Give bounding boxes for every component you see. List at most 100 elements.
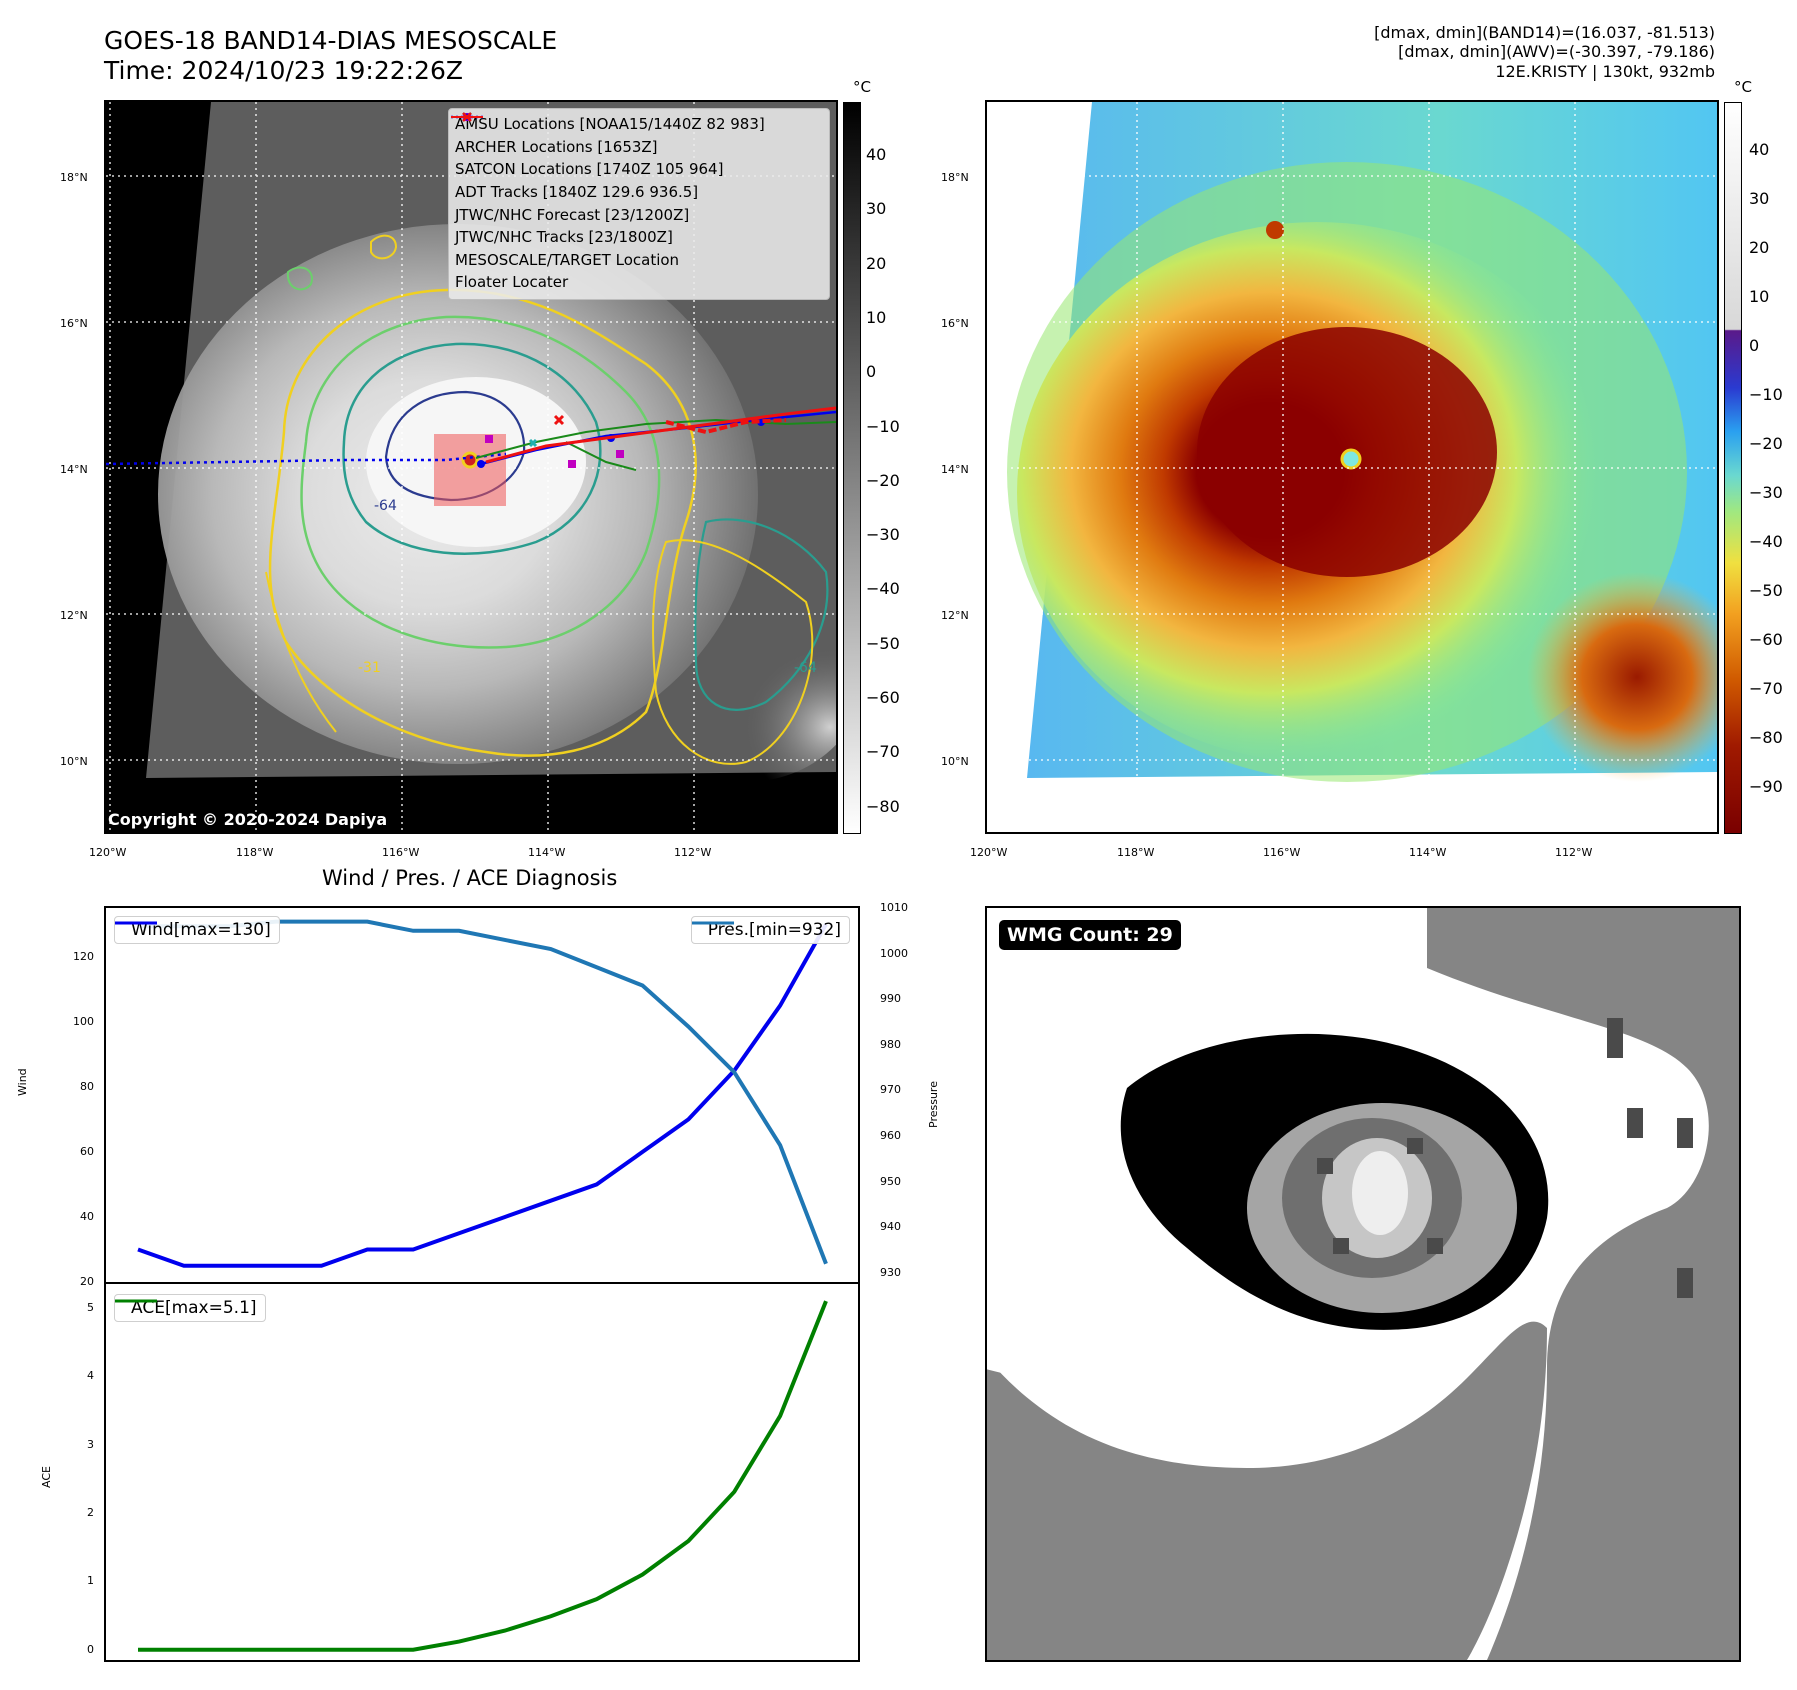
contour-yellow-arc xyxy=(265,571,337,733)
lat-label: 18°N xyxy=(60,171,88,184)
colorbar-tick-label: 0 xyxy=(1749,336,1760,355)
colorbar-tick-label: 20 xyxy=(866,253,887,273)
lat-label: 10°N xyxy=(941,755,969,768)
wind-tick-label: 20 xyxy=(80,1275,94,1288)
contour-label: -31 xyxy=(358,660,381,676)
colorbar-tick-label: −30 xyxy=(1749,483,1783,502)
gray-band-bottom xyxy=(987,1321,1547,1660)
ace-tick-label: 3 xyxy=(87,1437,94,1451)
wind-line xyxy=(137,923,828,1268)
pressure-tick-label: 940 xyxy=(880,1220,901,1234)
ace-tick-label: 1 xyxy=(87,1574,94,1588)
wind-tick-label: 40 xyxy=(80,1209,94,1223)
lon-label: 120°W xyxy=(970,846,1008,859)
pressure-line-icon xyxy=(691,921,734,925)
legend-item-target: MESOSCALE/TARGET Location xyxy=(455,112,823,272)
legend-item-tracks: JTWC/NHC Tracks [23/1800Z] xyxy=(451,113,823,249)
lat-label: 16°N xyxy=(60,317,88,330)
legend-item-adt: ADT Tracks [1840Z 129.6 936.5] xyxy=(451,116,823,204)
legend-item-amsu: AMSU Locations [NOAA15/1440Z 82 983] xyxy=(455,113,823,136)
archer-marker xyxy=(568,460,576,468)
eye-center xyxy=(1352,1151,1408,1235)
colorbar-tick-label: −40 xyxy=(1749,532,1783,551)
cell-color xyxy=(1266,221,1284,239)
wind-line-icon xyxy=(115,921,157,925)
colorbar-tick-label: −90 xyxy=(1749,777,1783,796)
lon-label: 114°W xyxy=(1409,846,1447,859)
awv-range: [dmax, dmin](AWV)=(-30.397, -79.186) xyxy=(1398,42,1715,61)
outer-rainband xyxy=(626,562,836,782)
colorbar-tick-label: −80 xyxy=(866,796,900,816)
gray-band-right xyxy=(1427,908,1739,1660)
wind-legend: Wind[max=130] xyxy=(114,916,280,944)
colorbar-tick-label: 20 xyxy=(1749,238,1770,257)
contour-teal xyxy=(342,342,602,555)
lat-label: 18°N xyxy=(941,171,969,184)
eye-color xyxy=(1340,448,1362,470)
lat-label: 14°N xyxy=(941,463,969,476)
pressure-tick-label: 950 xyxy=(880,1174,901,1188)
pressure-tick-label: 1010 xyxy=(880,901,908,914)
ace-tick-label: 5 xyxy=(87,1300,94,1314)
lon-label: 116°W xyxy=(1263,846,1301,859)
contour-yellow-band xyxy=(652,539,814,765)
pixel-blocks xyxy=(1317,1018,1693,1298)
lat-label: 16°N xyxy=(941,317,969,330)
colorbar-tick-label: −50 xyxy=(1749,581,1783,600)
colorbar-tick-label: 40 xyxy=(866,145,887,164)
archer-marker xyxy=(616,450,624,458)
ace-line xyxy=(138,1300,828,1652)
gray-colorbar-unit: °C xyxy=(853,78,871,96)
wind-tick-label: 120 xyxy=(73,949,94,963)
colorbar-tick-label: −30 xyxy=(866,525,900,545)
chart-time: Time: 2024/10/23 19:22:26Z xyxy=(104,56,463,85)
amsu-marker xyxy=(485,435,493,443)
lon-label: 120°W xyxy=(89,846,127,859)
colorbar-tick-label: −20 xyxy=(866,470,900,490)
lat-label: 12°N xyxy=(941,609,969,622)
pressure-axis-label: Pressure xyxy=(927,1081,940,1128)
contour-yellow xyxy=(268,288,697,757)
colorbar-tick-label: −60 xyxy=(866,688,900,707)
colorbar-tick-label: −80 xyxy=(1749,728,1783,747)
contour-cell-1 xyxy=(370,234,398,260)
pressure-tick-label: 1000 xyxy=(880,946,908,960)
legend-item-forecast: JTWC/NHC Forecast [23/1200Z] xyxy=(451,115,823,226)
wind-tick-label: 80 xyxy=(80,1079,94,1093)
color-colorbar-unit: °C xyxy=(1734,78,1752,96)
pressure-tick-label: 930 xyxy=(880,1265,901,1279)
colorbar-tick-label: −60 xyxy=(1749,630,1783,649)
floater-box xyxy=(434,434,506,506)
jtwc-forecast-line xyxy=(106,452,507,466)
lon-label: 116°W xyxy=(382,846,420,859)
white-gap xyxy=(987,1347,1230,1398)
contour-label: -64 xyxy=(374,498,397,514)
pressure-tick-label: 970 xyxy=(880,1083,901,1097)
storm-info: 12E.KRISTY | 130kt, 932mb xyxy=(1495,62,1715,81)
ace-tick-label: 4 xyxy=(87,1369,94,1383)
target-marker xyxy=(553,414,565,426)
wind-tick-label: 100 xyxy=(73,1014,94,1028)
diagnosis-title: Wind / Pres. / ACE Diagnosis xyxy=(322,866,618,890)
lat-label: 12°N xyxy=(60,609,88,622)
colorbar-tick-label: −50 xyxy=(866,633,900,653)
chart-title: GOES-18 BAND14-DIAS MESOSCALE xyxy=(104,26,558,55)
pressure-legend: Pres.[min=932] xyxy=(690,916,850,944)
band14-gray-map: -64 -31 -64 Copyright © 2020-2024 Dapiya… xyxy=(104,100,838,834)
map-legend: AMSU Locations [NOAA15/1440Z 82 983] ARC… xyxy=(448,108,830,300)
jtwc-track-point xyxy=(477,460,485,468)
colorbar-tick-label: −70 xyxy=(1749,679,1783,698)
wind-pressure-plot: Wind[max=130] Pres.[min=932] xyxy=(104,906,860,1284)
gray-colorbar xyxy=(843,102,861,834)
colorbar-tick-label: 40 xyxy=(1749,140,1770,159)
band14-range: [dmax, dmin](BAND14)=(16.037, -81.513) xyxy=(1374,23,1715,42)
legend-item-satcon: SATCON Locations [1740Z 105 964] xyxy=(455,112,823,181)
wind-tick-label: 60 xyxy=(80,1144,94,1158)
lat-label: 14°N xyxy=(60,463,88,476)
colorbar-tick-label: −70 xyxy=(866,742,900,762)
colorbar-tick-label: −20 xyxy=(1749,434,1783,453)
lon-label: 118°W xyxy=(236,846,274,859)
eye xyxy=(461,451,479,469)
colorbar-tick-label: 10 xyxy=(1749,287,1770,306)
pressure-tick-label: 990 xyxy=(880,992,901,1006)
